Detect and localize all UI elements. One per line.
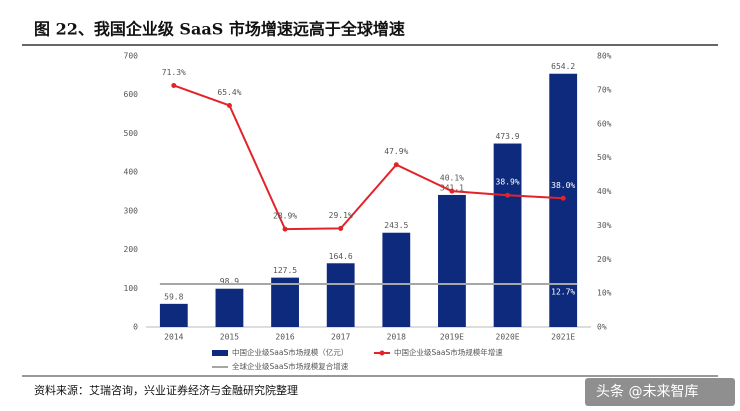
x-tick-label: 2020E xyxy=(496,333,520,342)
legend-dot xyxy=(379,350,385,356)
x-tick-label: 2021E xyxy=(551,333,575,342)
y-tick-label: 0 xyxy=(133,323,138,332)
watermark-bg xyxy=(585,378,735,406)
bar xyxy=(159,303,188,327)
x-tick-label: 2017 xyxy=(331,333,350,342)
growth-label: 47.9% xyxy=(384,147,408,156)
growth-point xyxy=(393,162,399,168)
growth-point xyxy=(282,226,288,232)
bar xyxy=(271,277,299,327)
watermark: 头条 @未来智库 xyxy=(596,383,698,400)
bar xyxy=(493,143,522,327)
bar-label: 164.6 xyxy=(329,252,353,261)
bar-label: 59.8 xyxy=(164,292,183,301)
y-tick-label: 400 xyxy=(124,168,139,177)
growth-point xyxy=(505,192,511,198)
growth-label: 28.9% xyxy=(273,212,297,221)
x-tick-label: 2019E xyxy=(440,333,464,342)
y2-tick-label: 30% xyxy=(597,221,612,230)
growth-point xyxy=(338,225,344,231)
legend-swatch xyxy=(212,350,228,356)
growth-point xyxy=(226,102,232,108)
y-tick-label: 300 xyxy=(124,206,139,215)
bar xyxy=(215,288,244,327)
bar-label: 341.1 xyxy=(440,183,464,192)
growth-label: 38.0% xyxy=(551,181,575,190)
legend-label: 中国企业级SaaS市场规模年增速 xyxy=(394,347,503,357)
growth-point xyxy=(449,188,455,194)
y-tick-label: 200 xyxy=(124,245,139,254)
y2-tick-label: 50% xyxy=(597,153,612,162)
y2-tick-label: 40% xyxy=(597,187,612,196)
y2-tick-label: 70% xyxy=(597,85,612,94)
global-label: 12.7% xyxy=(551,287,575,296)
source: 资料来源：艾瑞咨询，兴业证券经济与金融研究院整理 xyxy=(34,383,298,397)
bar xyxy=(438,194,466,327)
y-tick-label: 700 xyxy=(124,52,139,61)
bar-label: 243.5 xyxy=(384,221,408,230)
bar-label: 654.2 xyxy=(551,62,575,71)
bar-label: 127.5 xyxy=(273,266,297,275)
x-tick-label: 2015 xyxy=(220,333,239,342)
growth-line xyxy=(173,84,564,231)
bar-label: 98.9 xyxy=(220,277,239,286)
y2-tick-label: 80% xyxy=(597,52,612,61)
x-tick-label: 2014 xyxy=(164,333,183,342)
y-tick-label: 500 xyxy=(124,129,139,138)
bar xyxy=(326,263,355,327)
chart-title: 图 22、我国企业级 SaaS 市场增速远高于全球增速 xyxy=(34,20,405,39)
bar xyxy=(382,232,411,327)
growth-label: 29.1% xyxy=(329,211,353,220)
growth-label: 40.1% xyxy=(440,174,464,183)
growth-label: 71.3% xyxy=(162,68,186,77)
y-tick-label: 100 xyxy=(124,284,139,293)
legend-label: 全球企业级SaaS市场规模复合增速 xyxy=(232,361,349,371)
y2-tick-label: 0% xyxy=(597,323,607,332)
growth-label: 65.4% xyxy=(217,88,241,97)
x-tick-label: 2018 xyxy=(387,333,406,342)
legend-label: 中国企业级SaaS市场规模（亿元） xyxy=(232,347,348,357)
growth-point xyxy=(560,195,566,201)
y2-tick-label: 20% xyxy=(597,255,612,264)
x-tick-label: 2016 xyxy=(275,333,294,342)
y-tick-label: 600 xyxy=(124,90,139,99)
growth-point xyxy=(171,82,177,88)
y2-tick-label: 60% xyxy=(597,119,612,128)
y2-tick-label: 10% xyxy=(597,289,612,298)
growth-label: 38.9% xyxy=(496,178,520,187)
bar-label: 473.9 xyxy=(496,132,520,141)
